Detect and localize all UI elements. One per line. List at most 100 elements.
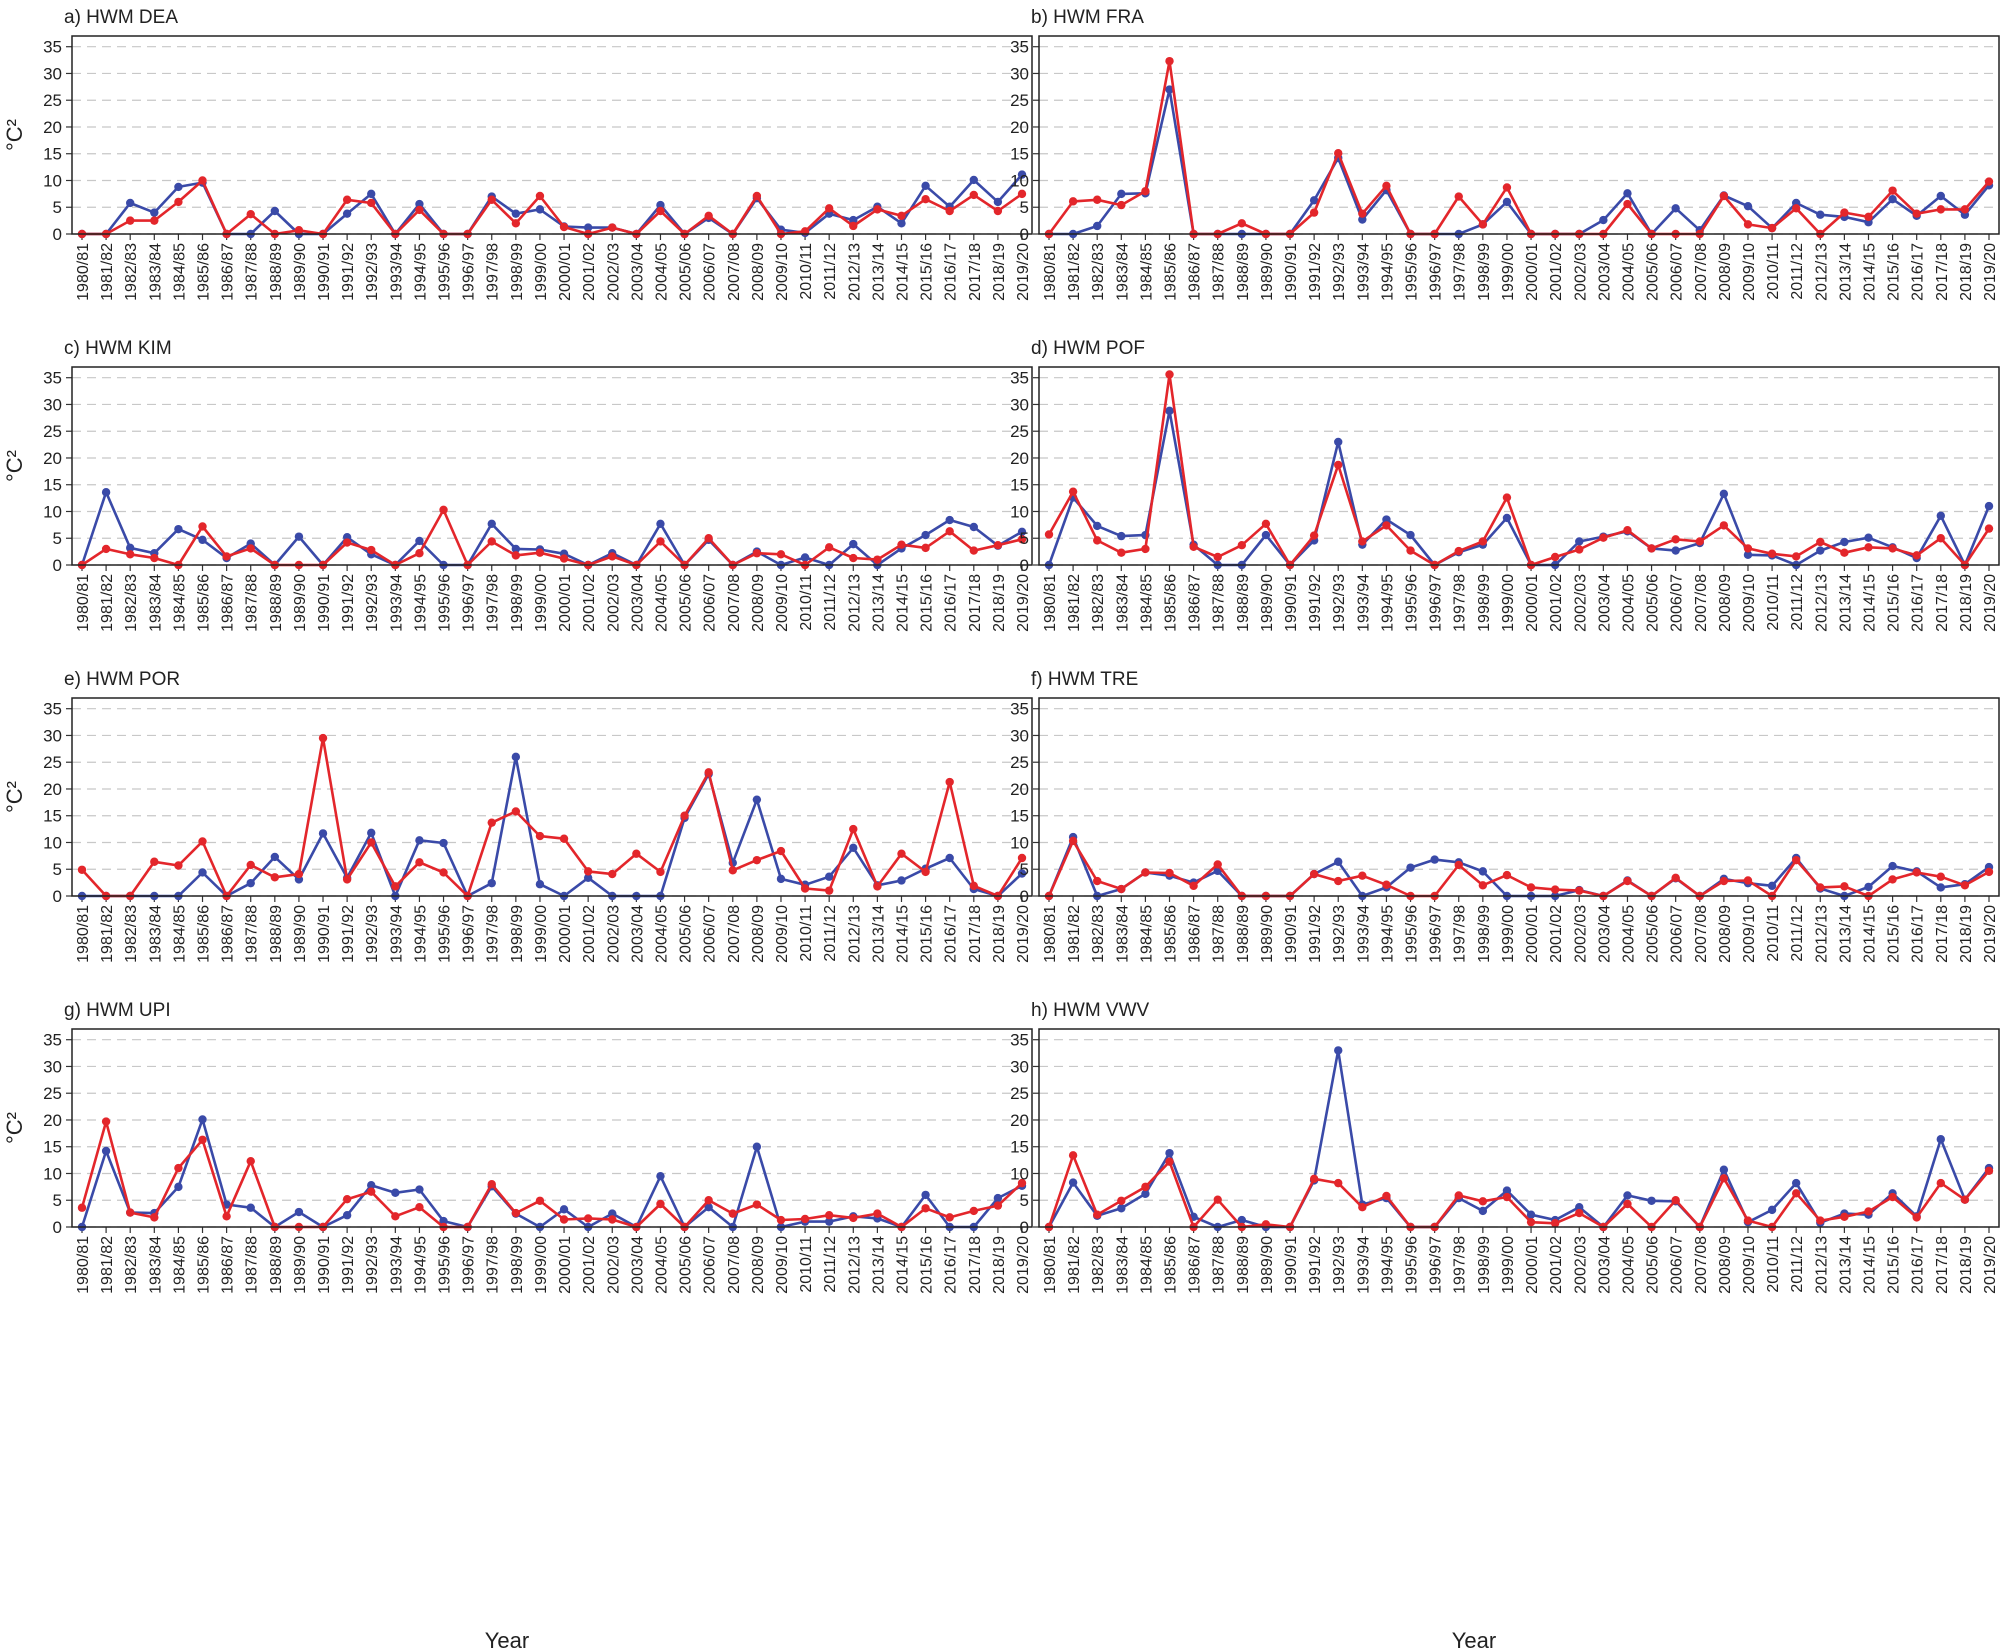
- y-tick-label: 5: [1020, 1191, 1029, 1210]
- data-point-red: [342, 1194, 352, 1204]
- x-tick-label: 1987/88: [1211, 1236, 1228, 1294]
- x-tick-label: 1982/83: [1090, 243, 1107, 301]
- data-point-red: [993, 1201, 1003, 1210]
- data-point-red: [849, 221, 858, 231]
- x-tick-label: 2000/01: [1524, 1236, 1541, 1294]
- x-tick-label: 2000/01: [1524, 243, 1541, 301]
- x-tick-label: 1989/90: [1259, 905, 1276, 963]
- y-tick-label: 15: [1010, 476, 1029, 495]
- data-point-red: [1117, 548, 1126, 557]
- y-tick-label: 30: [1010, 395, 1029, 414]
- data-point-red: [1816, 883, 1825, 892]
- x-tick-label: 1998/99: [1476, 1236, 1493, 1294]
- x-tick-label: 2014/15: [1861, 1236, 1878, 1294]
- data-point-blue: [993, 1193, 1003, 1203]
- x-tick-label: 1993/94: [1355, 574, 1372, 632]
- x-tick-label: 2016/17: [1910, 905, 1927, 963]
- x-tick-label: 2019/20: [1015, 905, 1032, 963]
- x-tick-label: 2010/11: [798, 1236, 815, 1293]
- x-tick-label: 2000/01: [557, 905, 574, 963]
- x-tick-label: 1990/91: [1283, 574, 1300, 632]
- data-point-blue: [511, 752, 521, 762]
- x-tick-label: 2007/08: [1693, 1236, 1710, 1294]
- data-point-red: [969, 1206, 978, 1216]
- data-point-red: [1960, 205, 1970, 214]
- data-point-red: [800, 884, 810, 893]
- chart-title: f) HWM TRE: [1031, 669, 1138, 690]
- x-tick-label: 2002/03: [1572, 243, 1589, 301]
- x-tick-label: 2011/12: [1789, 1236, 1806, 1293]
- x-tick-label: 1991/92: [340, 1236, 357, 1294]
- data-point-red: [849, 824, 858, 834]
- data-point-blue: [1936, 511, 1945, 520]
- x-tick-label: 1992/93: [364, 243, 381, 301]
- data-point-red: [1791, 552, 1801, 561]
- x-tick-label: 2007/08: [726, 574, 743, 632]
- x-tick-label: 2004/05: [653, 905, 670, 963]
- data-point-blue: [583, 223, 593, 232]
- data-point-blue: [1017, 527, 1027, 537]
- data-point-red: [126, 216, 135, 225]
- x-tick-label: 2001/02: [581, 574, 598, 632]
- data-point-blue: [1936, 191, 1945, 201]
- x-tick-label: 2019/20: [1982, 905, 1999, 963]
- y-tick-label: 10: [1010, 502, 1029, 521]
- data-point-blue: [1864, 533, 1873, 542]
- data-point-red: [391, 882, 400, 891]
- x-tick-label: 1999/00: [1500, 905, 1517, 963]
- x-tick-label: 1994/95: [412, 574, 429, 632]
- data-point-red: [1454, 192, 1463, 201]
- x-tick-label: 1987/88: [244, 905, 261, 963]
- y-tick-label: 35: [43, 38, 62, 57]
- data-point-blue: [174, 182, 183, 192]
- data-point-red: [1382, 181, 1391, 191]
- x-tick-label: 2017/18: [967, 1236, 984, 1294]
- data-point-red: [1165, 56, 1174, 66]
- x-tick-label: 1982/83: [123, 574, 140, 632]
- data-point-blue: [1599, 215, 1608, 225]
- x-tick-label: 2016/17: [943, 243, 960, 301]
- y-tick-label: 30: [1010, 1057, 1029, 1076]
- data-point-blue: [439, 838, 448, 848]
- data-point-red: [1382, 1191, 1391, 1201]
- data-point-red: [1984, 1166, 1994, 1176]
- x-tick-label: 1998/99: [1476, 243, 1493, 301]
- x-tick-label: 2017/18: [1934, 905, 1951, 963]
- x-tick-label: 2012/13: [1813, 243, 1830, 301]
- data-point-blue: [535, 205, 545, 214]
- x-tick-label: 1995/96: [437, 905, 454, 963]
- data-point-blue: [704, 1203, 713, 1212]
- chart-panel-1: b) HWM FRA 0 5 10 15 20 25 30 35 1980/81 1981/82 19…: [1010, 7, 2000, 301]
- data-point-red: [608, 552, 617, 561]
- data-point-red: [150, 1213, 159, 1222]
- data-point-red: [1719, 521, 1729, 530]
- x-tick-label: 2005/06: [678, 243, 695, 301]
- data-point-blue: [921, 1190, 930, 1200]
- x-tick-label: 2002/03: [1572, 905, 1589, 963]
- data-point-red: [1334, 460, 1343, 470]
- data-point-red: [246, 544, 255, 553]
- x-tick-label: 1987/88: [244, 243, 261, 301]
- x-tick-label: 2010/11: [1765, 243, 1782, 300]
- data-point-red: [415, 1203, 424, 1212]
- x-tick-label: 2019/20: [1015, 243, 1032, 301]
- x-tick-label: 2017/18: [1934, 1236, 1951, 1294]
- x-tick-label: 1991/92: [1307, 905, 1324, 963]
- x-tick-label: 2016/17: [943, 1236, 960, 1294]
- y-tick-label: 15: [43, 476, 62, 495]
- data-point-blue: [776, 874, 786, 884]
- data-point-red: [1864, 212, 1873, 222]
- data-point-blue: [1309, 196, 1319, 205]
- data-point-blue: [1017, 170, 1027, 179]
- x-tick-label: 2003/04: [1596, 1236, 1613, 1294]
- data-point-red: [897, 849, 906, 858]
- x-tick-label: 1994/95: [412, 905, 429, 963]
- x-tick-label: 1992/93: [1331, 243, 1348, 301]
- x-tick-label: 2014/15: [894, 243, 911, 301]
- data-point-red: [1936, 205, 1945, 214]
- x-tick-label: 2013/14: [1837, 574, 1854, 632]
- data-point-red: [1912, 1213, 1921, 1222]
- x-tick-label: 1997/98: [485, 905, 502, 963]
- plot-frame: [71, 1028, 1033, 1228]
- y-tick-label: 0: [1020, 1218, 1029, 1237]
